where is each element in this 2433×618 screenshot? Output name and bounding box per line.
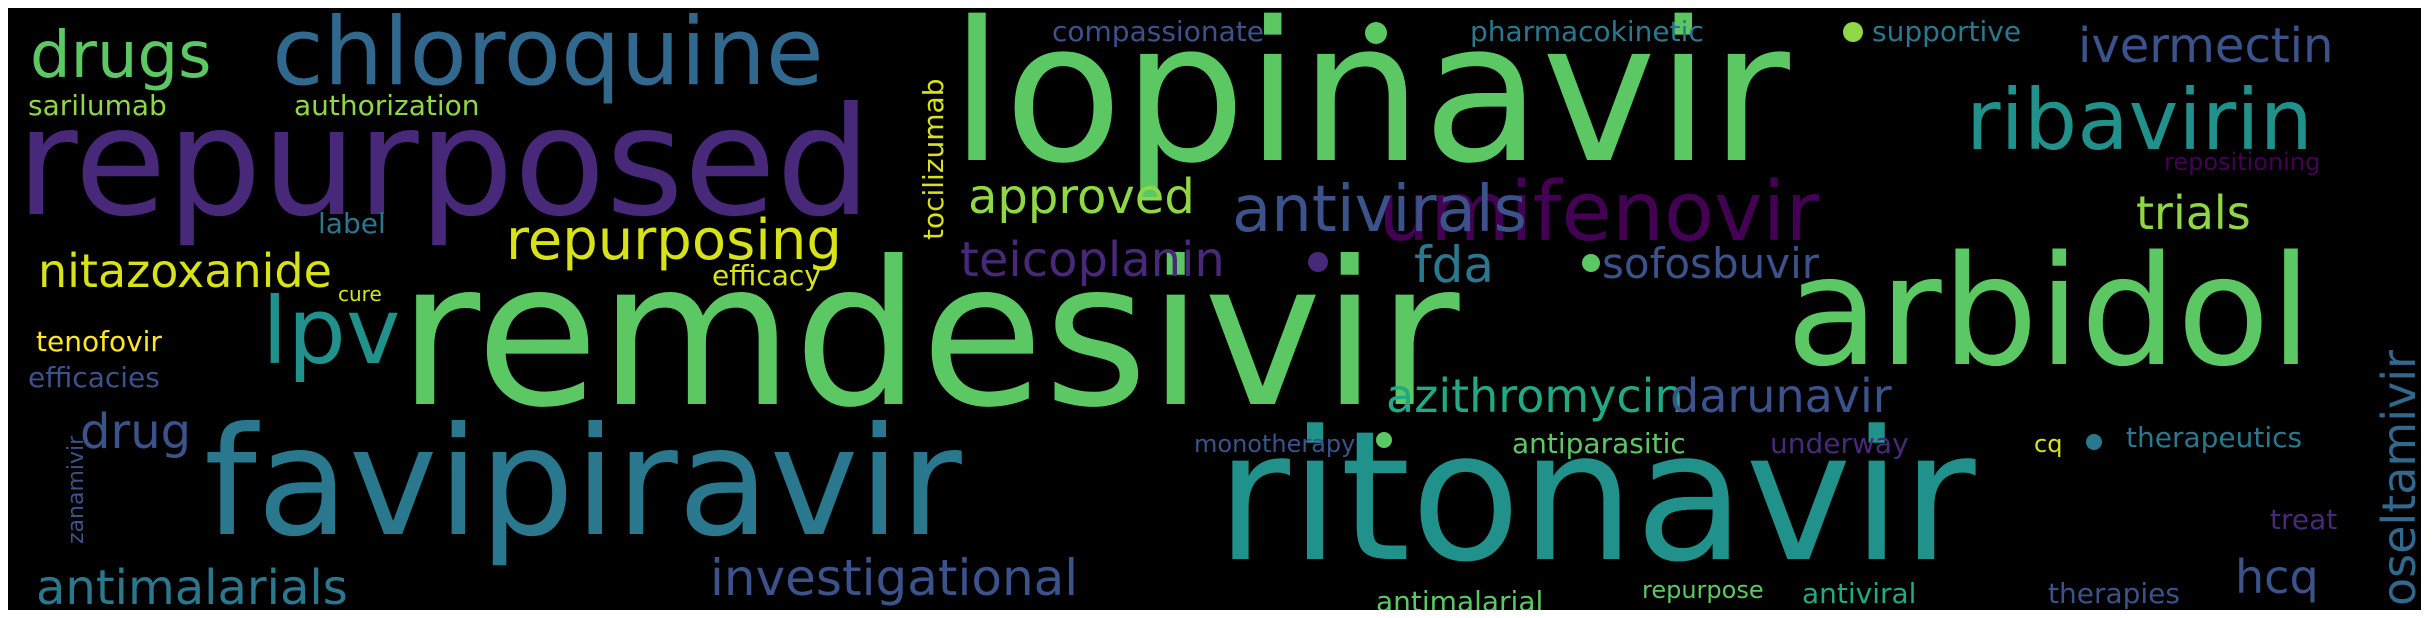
word-investigational: investigational <box>710 549 1079 607</box>
word-therapeutics: therapeutics <box>2126 421 2303 454</box>
word-therapies: therapies <box>2048 577 2180 610</box>
word-umifenovir: umifenovir <box>1378 165 1820 260</box>
word-antimalarials: antimalarials <box>36 560 348 610</box>
word-ritonavir: ritonavir <box>1216 393 1976 602</box>
word-arbidol: arbidol <box>1786 223 2313 400</box>
word-nitazoxanide: nitazoxanide <box>38 244 332 298</box>
word-ribavirin: ribavirin <box>1966 71 2313 169</box>
word-cq: cq <box>2034 430 2063 458</box>
dot-cq <box>2086 434 2102 450</box>
word-repurposed: repurposed <box>16 76 872 250</box>
word-supportive: supportive <box>1872 15 2022 48</box>
word-tocilizumab: tocilizumab <box>917 78 950 241</box>
dot-teicoplanin <box>1308 252 1328 272</box>
word-darunavir: darunavir <box>1670 369 1892 423</box>
word-hcq: hcq <box>2235 550 2319 604</box>
word-antiparasitic: antiparasitic <box>1512 427 1686 460</box>
word-fda: fda <box>1414 236 1494 294</box>
word-zanamivir: zanamivir <box>64 435 89 544</box>
word-drugs: drugs <box>30 19 212 93</box>
word-ivermectin: ivermectin <box>2078 18 2334 74</box>
word-pharmacokinetic: pharmacokinetic <box>1470 15 1704 48</box>
word-repositioning: repositioning <box>2164 148 2321 176</box>
dot-monotherapy <box>1376 432 1392 448</box>
word-antiviral: antiviral <box>1802 577 1917 610</box>
word-tenofovir: tenofovir <box>36 325 162 358</box>
word-label: label <box>318 207 386 240</box>
word-compassionate: compassionate <box>1052 15 1264 48</box>
word-repurposing: repurposing <box>506 208 842 273</box>
word-authorization: authorization <box>294 89 480 122</box>
word-remdesivir: remdesivir <box>398 219 1460 452</box>
word-trials: trials <box>2136 186 2251 240</box>
word-lpv: lpv <box>262 278 401 385</box>
word-favipiravir: favipiravir <box>204 396 962 570</box>
word-treat: treat <box>2270 503 2338 536</box>
word-repurpose: repurpose <box>1642 576 1764 604</box>
word-efficacy: efficacy <box>712 259 821 292</box>
word-efficacies: efficacies <box>28 361 160 394</box>
word-approved: approved <box>968 169 1195 225</box>
word-cure: cure <box>338 282 382 306</box>
dot-lopinavir <box>1365 22 1387 44</box>
word-teicoplanin: teicoplanin <box>960 232 1225 288</box>
word-cloud: remdesivir lopinavir ritonavir favipirav… <box>8 8 2421 610</box>
word-oseltamivir: oseltamivir <box>2372 350 2421 606</box>
dot-supportive <box>1843 22 1863 42</box>
word-antimalarial: antimalarial <box>1376 585 1544 611</box>
word-sofosbuvir: sofosbuvir <box>1602 239 1820 288</box>
word-sarilumab: sarilumab <box>28 89 167 122</box>
word-azithromycin: azithromycin <box>1386 369 1684 423</box>
dot-sofosbuvir <box>1582 254 1600 272</box>
word-drug: drug <box>80 404 192 460</box>
word-underway: underway <box>1770 427 1909 460</box>
word-chloroquine: chloroquine <box>272 8 824 107</box>
word-monotherapy: monotherapy <box>1194 430 1356 458</box>
word-antivirals: antivirals <box>1232 173 1527 247</box>
